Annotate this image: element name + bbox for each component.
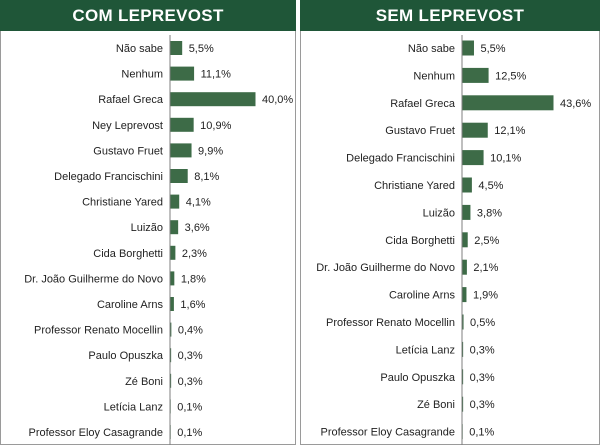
category-label: Nenhum (121, 69, 163, 81)
bar (170, 92, 256, 107)
category-label: Nenhum (413, 70, 455, 82)
category-label: Letícia Lanz (104, 401, 163, 413)
category-label: Gustavo Fruet (385, 125, 455, 137)
value-label: 12,1% (494, 125, 525, 137)
bar (170, 143, 192, 158)
category-label: Letícia Lanz (396, 344, 455, 356)
bar (462, 150, 484, 166)
category-label: Paulo Opuszka (380, 372, 455, 384)
bar (170, 322, 172, 337)
category-label: Delegado Francischini (346, 153, 455, 165)
value-label: 0,5% (470, 317, 495, 329)
category-label: Caroline Arns (97, 299, 164, 311)
bar (462, 396, 464, 412)
category-label: Professor Renato Mocellin (326, 317, 455, 329)
value-label: 2,1% (473, 262, 498, 274)
value-label: 40,0% (262, 94, 293, 106)
bar (170, 41, 183, 55)
bar (170, 245, 176, 260)
bar (462, 232, 468, 248)
category-label: Zé Boni (417, 399, 455, 411)
value-label: 2,5% (474, 235, 499, 247)
category-label: Luizão (131, 222, 163, 234)
value-label: 10,1% (490, 153, 521, 165)
value-label: 3,6% (185, 222, 210, 234)
value-label: 0,3% (470, 344, 495, 356)
chart-title: SEM LEPREVOST (300, 0, 600, 31)
value-label: 43,6% (560, 98, 591, 110)
category-label: Professor Renato Mocellin (34, 325, 163, 337)
category-label: Zé Boni (125, 376, 163, 388)
category-label: Cida Borghetti (385, 235, 455, 247)
category-label: Luizão (423, 207, 455, 219)
bar (462, 341, 464, 357)
value-label: 0,3% (470, 399, 495, 411)
category-label: Cida Borghetti (93, 248, 163, 260)
category-label: Caroline Arns (389, 290, 456, 302)
bar-chart-com-leprevost: Não sabe 5,5% Nenhum 11,1% Rafael Greca 40,0%… (24, 35, 293, 445)
bar (462, 204, 471, 220)
category-label: Professor Eloy Casagrande (28, 427, 163, 439)
bar (170, 348, 172, 363)
bar-chart-sem-leprevost: Não sabe 5,5% Nenhum 12,5% Rafael Greca 43,6%… (316, 35, 591, 445)
value-label: 1,6% (180, 299, 205, 311)
value-label: 9,9% (198, 145, 223, 157)
bar (170, 117, 194, 132)
bar (170, 194, 180, 209)
category-label: Não sabe (408, 43, 455, 55)
chart-title: COM LEPREVOST (0, 0, 296, 31)
value-label: 2,3% (182, 248, 207, 260)
chart-panel-com-leprevost: COM LEPREVOST Não sabe 5,5% Nenhum 11,1% Raf… (0, 0, 296, 445)
value-label: 0,1% (177, 401, 202, 413)
bar (462, 67, 489, 83)
value-label: 0,3% (178, 376, 203, 388)
value-label: 0,3% (470, 372, 495, 384)
bar (170, 66, 195, 81)
value-label: 11,1% (201, 69, 232, 81)
bar (170, 169, 188, 183)
category-label: Gustavo Fruet (93, 145, 163, 157)
category-label: Não sabe (116, 43, 163, 55)
category-label: Rafael Greca (98, 94, 164, 106)
value-label: 4,1% (186, 197, 211, 209)
chart-panel-sem-leprevost: SEM LEPREVOST Não sabe 5,5% Nenhum 12,5% Raf… (300, 0, 600, 445)
category-label: Professor Eloy Casagrande (320, 427, 455, 439)
bar (170, 373, 172, 388)
bar (462, 369, 464, 385)
category-label: Delegado Francischini (54, 171, 163, 183)
value-label: 0,4% (178, 325, 203, 337)
bar (462, 40, 474, 56)
value-label: 3,8% (477, 207, 502, 219)
category-label: Christiane Yared (82, 197, 163, 209)
value-label: 4,5% (478, 180, 503, 192)
value-label: 5,5% (480, 43, 505, 55)
value-label: 10,9% (200, 120, 231, 132)
value-label: 8,1% (194, 171, 219, 183)
value-label: 1,8% (181, 273, 206, 285)
value-label: 0,1% (469, 427, 494, 439)
bar (462, 95, 554, 111)
bar (462, 259, 467, 275)
category-label: Paulo Opuszka (88, 350, 163, 362)
bar (170, 220, 179, 235)
category-label: Dr. João Guilherme do Novo (316, 262, 455, 274)
value-label: 0,1% (177, 427, 202, 439)
bar (462, 287, 467, 303)
bar (462, 177, 472, 193)
category-label: Ney Leprevost (92, 120, 163, 132)
bar (170, 271, 175, 286)
bar (462, 122, 488, 138)
category-label: Rafael Greca (390, 98, 456, 110)
bar (170, 297, 174, 311)
category-label: Christiane Yared (374, 180, 455, 192)
category-label: Dr. João Guilherme do Novo (24, 273, 163, 285)
value-label: 0,3% (178, 350, 203, 362)
value-label: 12,5% (495, 70, 526, 82)
value-label: 1,9% (473, 290, 498, 302)
bar (462, 314, 464, 330)
value-label: 5,5% (189, 43, 214, 55)
